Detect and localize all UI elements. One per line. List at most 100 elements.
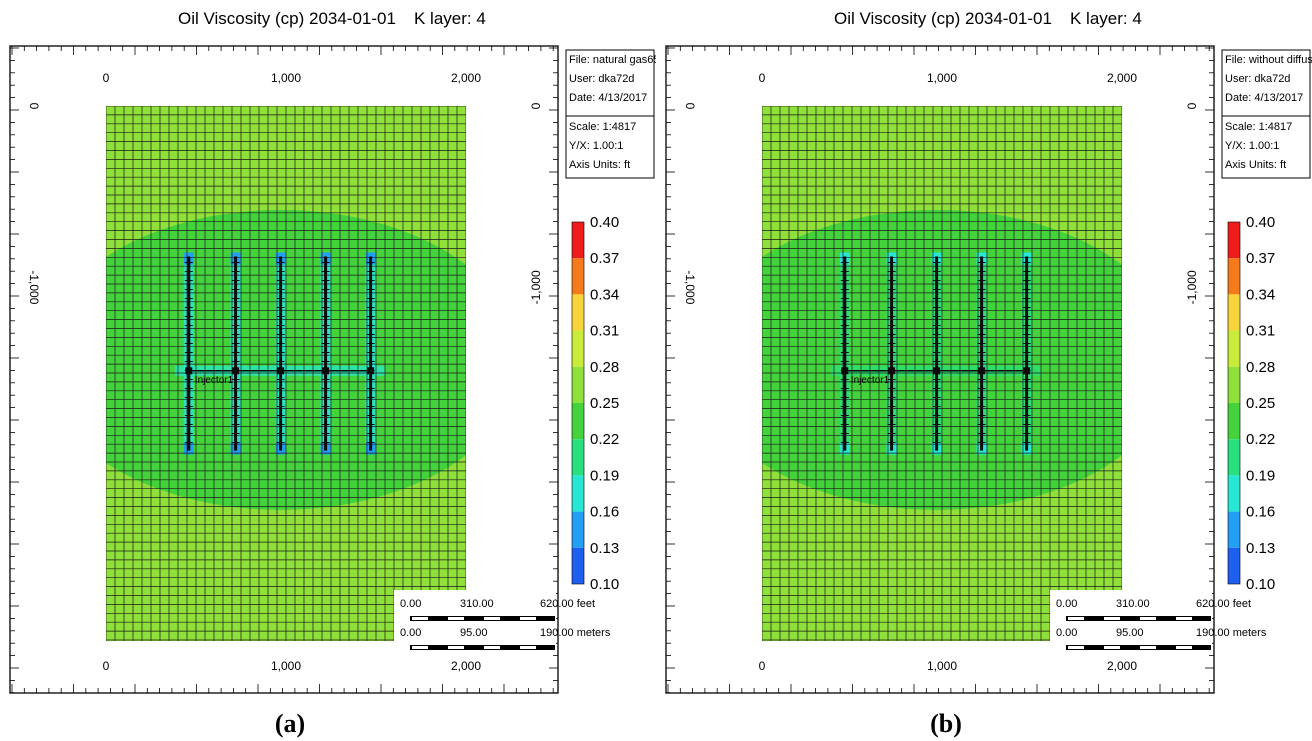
x-tick-label-bottom: 1,000	[927, 659, 957, 673]
scale-bar-segment	[448, 617, 464, 620]
well-label: Injector1	[195, 375, 234, 386]
info-box-bottom-frame	[565, 115, 655, 179]
scale-bar-background	[394, 590, 556, 654]
colorbar-segment	[572, 222, 584, 259]
scale-bar-track	[410, 645, 555, 650]
scale-bar-segment	[1068, 646, 1084, 649]
colorbar-tick-label: 0.40	[590, 214, 619, 231]
scale-meter-label: 0.00	[1056, 627, 1077, 639]
colorbar-tick-label: 0.19	[1246, 467, 1275, 484]
x-tick-label-top: 1,000	[271, 71, 301, 85]
scale-bar-segment	[1176, 617, 1192, 620]
scale-feet-label: 0.00	[1056, 598, 1077, 610]
scale-bar-segment	[448, 646, 464, 649]
ruler-ticks	[10, 46, 558, 694]
colorbar-tick-label: 0.34	[1246, 286, 1275, 303]
scale-feet-label: 310.00	[1116, 598, 1150, 610]
info-box-bottom-frame	[1221, 115, 1311, 179]
colorbar-segment	[572, 294, 584, 331]
viscosity-map-b: Oil Viscosity (cp) 2034-01-01 K layer: 4 0…	[665, 9, 1312, 738]
colorbar-tick-label: 0.16	[1246, 504, 1275, 521]
x-tick-label-bottom: 0	[103, 659, 110, 673]
scale-bar-segment	[1176, 646, 1192, 649]
colorbar-frame	[571, 221, 585, 585]
colorbar-tick-label: 0.22	[1246, 431, 1275, 448]
colorbar-tick-label: 0.37	[590, 250, 619, 267]
info-box: File: without diffusi User: dka72d Date: 4…	[1221, 49, 1312, 179]
info-box-line: Axis Units: ft	[569, 159, 630, 171]
info-box-line: Date: 4/13/2017	[569, 92, 647, 104]
y-tick-label-right: 0	[1185, 102, 1199, 109]
y-tick-label-left: -1,000	[27, 270, 41, 304]
ruler-ticks	[666, 46, 1214, 694]
colorbar-tick-label: 0.40	[1246, 214, 1275, 231]
scale-bar-segment	[520, 646, 536, 649]
info-box-line: Scale: 1:4817	[1225, 121, 1292, 133]
info-box-line: File: natural gas65	[569, 54, 656, 66]
y-tick-label-left: 0	[27, 103, 41, 110]
grid-lines	[762, 106, 1122, 641]
info-box-line: Axis Units: ft	[1225, 159, 1286, 171]
scale-feet-label: 620.00 feet	[540, 598, 595, 610]
scale-bar-segment	[1140, 617, 1156, 620]
viscosity-map-panel-b: Oil Viscosity (cp) 2034-01-01 K layer: 4 0…	[656, 0, 1312, 741]
scale-bar-track	[410, 616, 555, 621]
colorbar-tick-label: 0.25	[590, 395, 619, 412]
colorbar-segment	[572, 547, 584, 584]
colorbar-tick-label: 0.34	[590, 286, 619, 303]
colorbar-tick-label: 0.22	[590, 431, 619, 448]
colorbar-segment	[572, 366, 584, 403]
wells	[840, 256, 1031, 451]
colorbar-tick-label: 0.19	[590, 467, 619, 484]
colorbar-segment	[1228, 439, 1240, 476]
colorbar-frame	[1227, 221, 1241, 585]
colorbar-segment	[1228, 294, 1240, 331]
info-box-line: Date: 4/13/2017	[1225, 92, 1303, 104]
x-tick-label-top: 2,000	[451, 71, 481, 85]
panel-caption: (a)	[275, 709, 305, 738]
map-frame	[665, 45, 1215, 694]
grid-lines	[106, 106, 466, 641]
colorbar-tick-label: 0.28	[1246, 359, 1275, 376]
colorbar-tick-label: 0.31	[1246, 323, 1275, 340]
x-tick-label-top: 0	[103, 71, 110, 85]
colorbar-tick-label: 0.37	[1246, 250, 1275, 267]
info-box-line: User: dka72d	[1225, 73, 1290, 85]
scale-bar-segment	[1104, 617, 1120, 620]
chart-subtitle: K layer: 4	[414, 9, 486, 28]
info-box-top-frame	[1221, 49, 1311, 117]
scale-bar-track	[1066, 616, 1211, 621]
scale-bar-background	[1050, 590, 1212, 654]
viscosity-map-panel-a: Oil Viscosity (cp) 2034-01-01 K layer: 4 0…	[9, 9, 656, 738]
scale-bar-segment	[412, 646, 428, 649]
scale-bar-segment	[1104, 646, 1120, 649]
map-frame	[9, 45, 559, 694]
scale-meter-label: 0.00	[400, 627, 421, 639]
colorbar-segment	[1228, 547, 1240, 584]
scale-bar-segment	[1068, 617, 1084, 620]
colorbar-segment	[1228, 222, 1240, 259]
info-box-top-frame	[565, 49, 655, 117]
y-tick-label-right: -1,000	[1185, 270, 1199, 304]
scale-meter-label: 190.00 meters	[540, 627, 611, 639]
wells	[184, 256, 375, 451]
grid-cells	[762, 106, 1122, 641]
colorbar-segment	[572, 511, 584, 548]
scale-meter-label: 95.00	[1116, 627, 1144, 639]
chart-title: Oil Viscosity (cp) 2034-01-01	[178, 9, 396, 28]
colorbar-tick-label: 0.13	[1246, 540, 1275, 557]
chart-subtitle: K layer: 4	[1070, 9, 1142, 28]
colorbar-segment	[1228, 511, 1240, 548]
scale-bar-track	[1066, 645, 1211, 650]
colorbar-tick-label: 0.10	[1246, 576, 1275, 593]
colorbar-tick-label: 0.31	[590, 323, 619, 340]
info-box-line: Scale: 1:4817	[569, 121, 636, 133]
scale-meter-label: 190.00 meters	[1196, 627, 1267, 639]
colorbar-segment	[1228, 366, 1240, 403]
scale-bar-segment	[484, 617, 500, 620]
x-tick-label-bottom: 1,000	[271, 659, 301, 673]
colorbar-segment	[572, 330, 584, 367]
scale-feet-label: 620.00 feet	[1196, 598, 1251, 610]
info-box-line: File: without diffusi	[1225, 54, 1312, 66]
colorbar-tick-label: 0.13	[590, 540, 619, 557]
